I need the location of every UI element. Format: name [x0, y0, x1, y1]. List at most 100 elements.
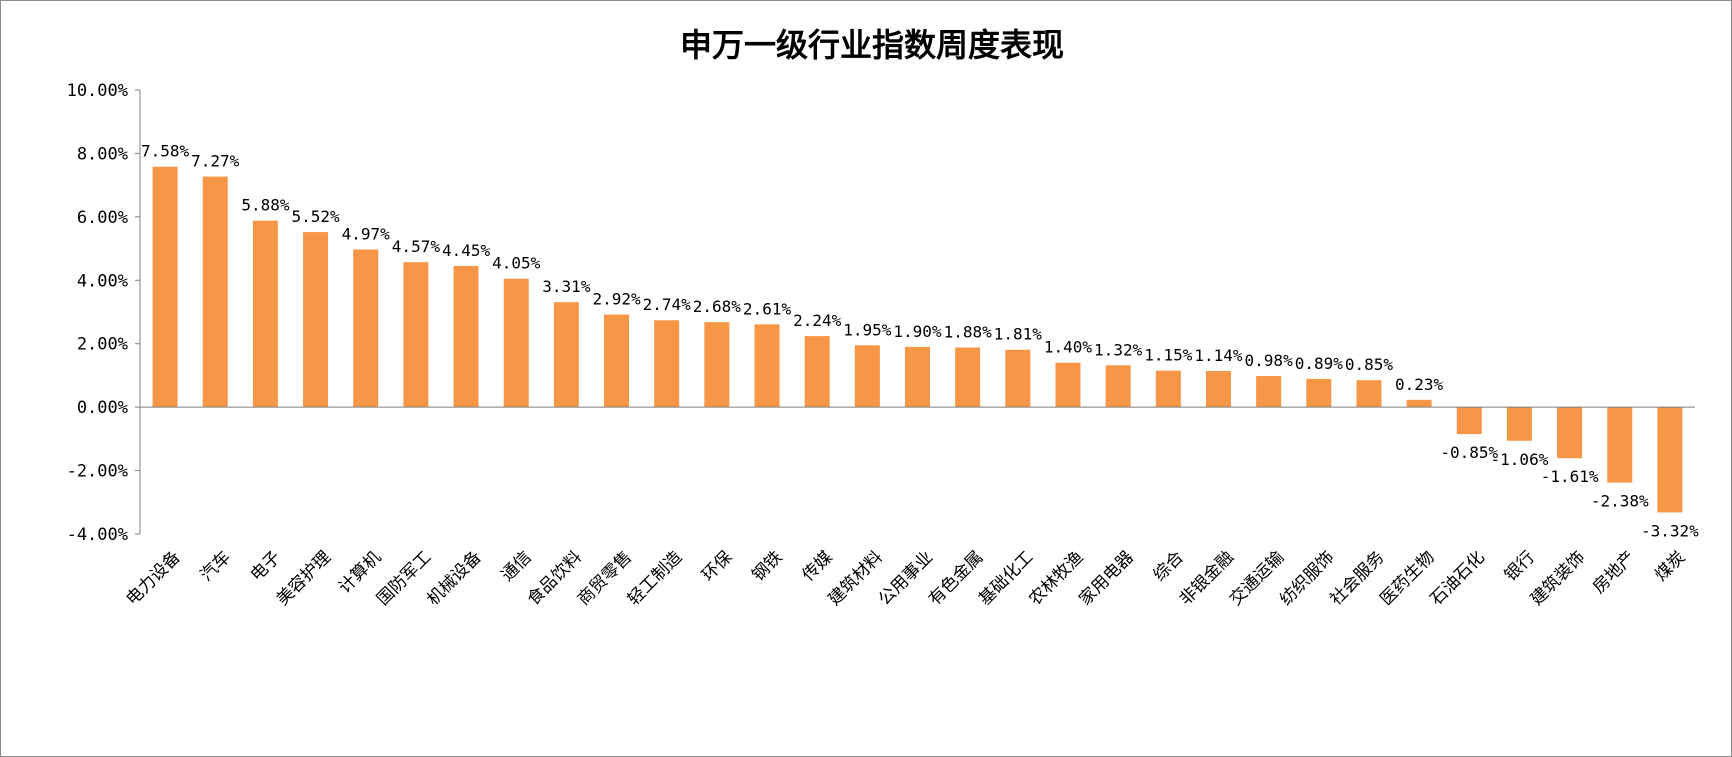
- y-tick-label: 6.00%: [77, 208, 128, 228]
- x-tick-label: 房地产: [1589, 547, 1639, 597]
- x-tick-label: 有色金属: [925, 547, 987, 609]
- chart-title: 申万一级行业指数周度表现: [680, 26, 1064, 64]
- bars: [152, 166, 1683, 513]
- bar: [1356, 380, 1382, 408]
- x-tick-label: 电子: [247, 547, 285, 585]
- bar: [604, 314, 630, 408]
- x-tick-label: 钢铁: [748, 547, 786, 585]
- bar: [854, 345, 880, 408]
- data-label: 2.24%: [793, 311, 842, 330]
- bar: [1005, 349, 1031, 408]
- data-label: 0.98%: [1245, 351, 1294, 370]
- data-label: 7.58%: [141, 142, 190, 161]
- bar: [152, 166, 178, 408]
- x-tick-label: 医药生物: [1376, 547, 1438, 609]
- data-labels: 7.58%7.27% 5.88%5.52%4.97%4.57% 4.45%4.05%…: [141, 142, 1699, 541]
- bar: [303, 232, 329, 408]
- data-label: 5.52%: [291, 207, 340, 226]
- x-tick-label: 非银金融: [1176, 547, 1238, 609]
- data-label: 4.05%: [492, 254, 541, 273]
- x-tick-label: 轻工制造: [624, 547, 686, 609]
- data-label: 1.32%: [1094, 340, 1143, 359]
- data-label: 4.97%: [342, 225, 391, 244]
- bar: [754, 324, 780, 408]
- data-label: 4.45%: [442, 241, 491, 260]
- data-label: -0.85%: [1440, 443, 1498, 462]
- x-tick-label: 建筑装饰: [1527, 547, 1589, 609]
- x-tick-label: 交通运输: [1226, 547, 1288, 609]
- bar: [553, 302, 579, 408]
- bar: [1155, 370, 1181, 408]
- data-label: 5.88%: [241, 196, 290, 215]
- bar: [503, 278, 529, 408]
- bar: [654, 320, 680, 408]
- data-label: 3.31%: [542, 277, 591, 296]
- x-tick-label: 煤炭: [1651, 547, 1689, 585]
- bar: [1055, 362, 1081, 408]
- x-tick-label: 农林牧渔: [1025, 547, 1087, 609]
- data-label: 2.92%: [592, 290, 641, 309]
- x-tick-label: 传媒: [799, 547, 837, 585]
- x-tick-label: 基础化工: [975, 547, 1037, 609]
- bar: [1607, 407, 1633, 483]
- x-tick-label: 银行: [1501, 547, 1539, 585]
- y-tick-label: 2.00%: [77, 335, 128, 355]
- data-label: -1.06%: [1491, 450, 1549, 469]
- data-label: 1.14%: [1194, 346, 1243, 365]
- x-tick-label: 通信: [498, 547, 536, 585]
- bar: [453, 266, 479, 408]
- x-tick-label: 商贸零售: [574, 547, 636, 609]
- bar: [804, 336, 830, 408]
- data-label: 2.61%: [743, 299, 792, 318]
- x-tick-label: 石油石化: [1427, 547, 1489, 609]
- data-label: -3.32%: [1641, 521, 1699, 540]
- data-label: 1.81%: [994, 325, 1043, 344]
- x-tick-label: 国防军工: [373, 547, 435, 609]
- x-tick-label: 社会服务: [1326, 547, 1388, 609]
- x-tick-label: 家用电器: [1075, 547, 1137, 609]
- y-tick-label: -4.00%: [67, 525, 128, 545]
- data-label: 1.90%: [893, 322, 942, 341]
- x-tick-label: 综合: [1150, 547, 1188, 585]
- x-tick-label: 公用事业: [875, 547, 937, 609]
- bar: [905, 346, 930, 408]
- x-tick-label: 建筑材料: [825, 547, 887, 609]
- data-label: 2.74%: [643, 295, 692, 314]
- bar: [955, 347, 981, 408]
- data-label: 1.95%: [843, 320, 892, 339]
- x-tick-label: 电力设备: [122, 547, 184, 609]
- y-tick-label: 4.00%: [77, 271, 128, 291]
- x-tick-label: 食品饮料: [524, 547, 586, 609]
- data-label: -1.61%: [1541, 467, 1599, 486]
- bar: [403, 262, 429, 408]
- data-label: 2.68%: [693, 297, 742, 316]
- bar: [202, 176, 228, 408]
- data-label: 1.40%: [1044, 338, 1093, 357]
- data-label: 4.57%: [392, 237, 441, 256]
- data-label: 7.27%: [191, 152, 240, 171]
- y-tick-label: 8.00%: [77, 144, 128, 164]
- data-label: 0.89%: [1295, 354, 1344, 373]
- x-tick-label: 机械设备: [423, 547, 485, 609]
- bar: [353, 249, 379, 408]
- bar: [1557, 407, 1583, 459]
- x-tick-label: 环保: [698, 547, 736, 585]
- x-tick-label: 美容护理: [273, 547, 335, 609]
- bar: [252, 220, 278, 408]
- y-tick-label: 10.00%: [67, 81, 128, 101]
- data-label: 1.15%: [1144, 346, 1193, 365]
- bar: [704, 322, 730, 408]
- bar: [1657, 407, 1683, 513]
- x-tick-label: 纺织服饰: [1276, 547, 1338, 609]
- x-tick-label: 汽车: [197, 547, 235, 585]
- y-axis: 10.00% 8.00% 6.00% 4.00% 2.00% 0.00% -2.00% -4.…: [67, 81, 141, 545]
- bar: [1506, 407, 1532, 441]
- y-tick-label: -2.00%: [67, 462, 128, 482]
- data-label: 0.23%: [1395, 375, 1444, 394]
- data-label: 1.88%: [944, 323, 993, 342]
- x-axis: 电力设备 汽车 电子美容护理 计算机国防军工机械设备 通信食品饮料商贸零售轻工制造 环保钢…: [122, 406, 1695, 610]
- bar: [1306, 378, 1332, 408]
- bar: [1256, 376, 1282, 408]
- data-label: 0.85%: [1345, 355, 1394, 374]
